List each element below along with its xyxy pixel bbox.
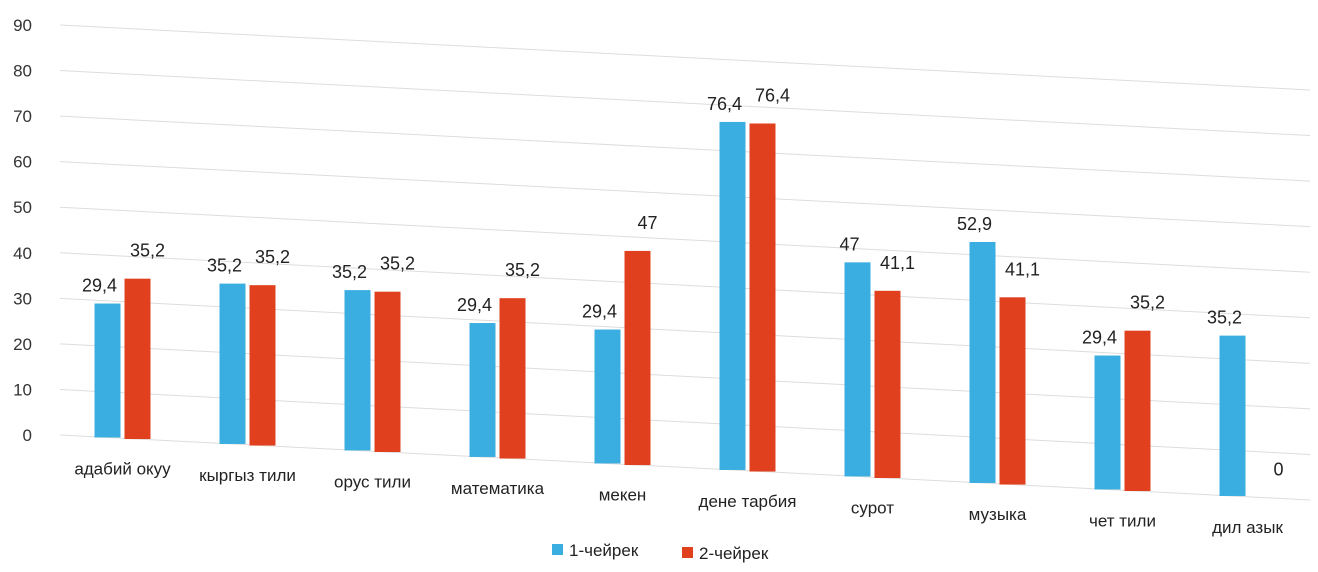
bar-series-2 xyxy=(499,298,526,459)
gridline xyxy=(59,70,1311,137)
y-tick-label: 50 xyxy=(13,198,32,217)
y-tick-label: 40 xyxy=(13,244,32,263)
x-category-label: музыка xyxy=(969,505,1027,524)
bar-series-2 xyxy=(374,291,401,453)
x-category-label: чет тили xyxy=(1089,511,1156,530)
gridline xyxy=(59,161,1311,228)
bar-series-2 xyxy=(249,285,276,446)
bar-series-1 xyxy=(1094,355,1121,490)
x-axis-categories: адабий окуу кыргыз тили орус тили математик… xyxy=(74,459,1283,537)
bars xyxy=(94,121,1246,496)
x-category-label: кыргыз тили xyxy=(199,466,296,485)
y-tick-label: 20 xyxy=(13,335,32,354)
data-label-series-1: 47 xyxy=(839,234,859,254)
bar-series-1 xyxy=(594,329,621,464)
x-category-label: сурот xyxy=(851,498,894,517)
x-category-label: мекен xyxy=(599,485,647,504)
legend-label-series-1: 1-чейрек xyxy=(569,541,639,560)
gridline xyxy=(59,206,1311,273)
data-label-series-1: 35,2 xyxy=(332,262,367,282)
y-tick-label: 60 xyxy=(13,153,32,172)
y-tick-label: 10 xyxy=(13,380,32,399)
y-tick-label: 90 xyxy=(13,16,32,35)
x-category-label: орус тили xyxy=(334,472,411,491)
bar-series-2 xyxy=(124,278,151,440)
y-tick-label: 70 xyxy=(13,107,32,126)
data-label-series-1: 29,4 xyxy=(1082,328,1117,348)
bar-series-1 xyxy=(1219,335,1246,496)
data-label-series-2: 76,4 xyxy=(755,85,790,105)
gridline xyxy=(59,24,1311,91)
gridlines xyxy=(59,24,1311,501)
data-label-series-1: 76,4 xyxy=(707,94,742,114)
data-label-series-2: 47 xyxy=(637,213,657,233)
data-label-series-1: 35,2 xyxy=(207,256,242,276)
legend: 1-чейрек 2-чейрек xyxy=(552,541,769,563)
data-label-series-2: 35,2 xyxy=(1130,293,1165,313)
bar-series-2 xyxy=(1124,330,1151,492)
bar-series-1 xyxy=(219,283,246,444)
bar-series-1 xyxy=(844,262,871,477)
bar-series-1 xyxy=(969,241,996,483)
x-category-label: дил азык xyxy=(1212,518,1283,537)
gridline xyxy=(59,115,1311,182)
x-category-label: дене тарбия xyxy=(699,492,797,511)
data-label-series-2: 35,2 xyxy=(255,247,290,267)
bar-series-2 xyxy=(874,290,901,479)
gridline xyxy=(59,252,1311,319)
legend-swatch-series-1 xyxy=(552,544,563,555)
bar-series-1 xyxy=(94,303,121,438)
data-label-series-1: 29,4 xyxy=(457,295,492,315)
y-axis-ticks: 0 10 20 30 40 50 60 70 80 90 xyxy=(13,16,32,445)
data-label-series-2: 41,1 xyxy=(1005,259,1040,279)
data-label-series-2: 0 xyxy=(1273,460,1283,480)
data-label-series-2: 35,2 xyxy=(505,260,540,280)
data-label-series-2: 35,2 xyxy=(380,254,415,274)
data-label-series-2: 41,1 xyxy=(880,253,915,273)
data-label-series-1: 29,4 xyxy=(582,302,617,322)
bar-series-1 xyxy=(469,323,496,457)
data-label-series-2: 35,2 xyxy=(130,241,165,261)
data-label-series-1: 52,9 xyxy=(957,214,992,234)
y-tick-label: 80 xyxy=(13,62,32,81)
data-labels: 29,4 35,2 35,2 35,2 35,2 35,2 29,4 35,2 29,4 47 76… xyxy=(82,85,1284,479)
bar-series-2 xyxy=(999,297,1026,485)
bar-series-1 xyxy=(719,121,746,470)
data-label-series-1: 35,2 xyxy=(1207,308,1242,328)
y-tick-label: 30 xyxy=(13,289,32,308)
x-category-label: математика xyxy=(451,479,545,498)
x-category-label: адабий окуу xyxy=(74,459,171,478)
y-tick-label: 0 xyxy=(23,426,32,445)
bar-series-2 xyxy=(624,250,651,466)
legend-swatch-series-2 xyxy=(682,547,693,558)
bar-series-2 xyxy=(749,123,776,472)
bar-series-1 xyxy=(344,290,371,451)
legend-label-series-2: 2-чейрек xyxy=(699,544,769,563)
data-label-series-1: 29,4 xyxy=(82,276,117,296)
